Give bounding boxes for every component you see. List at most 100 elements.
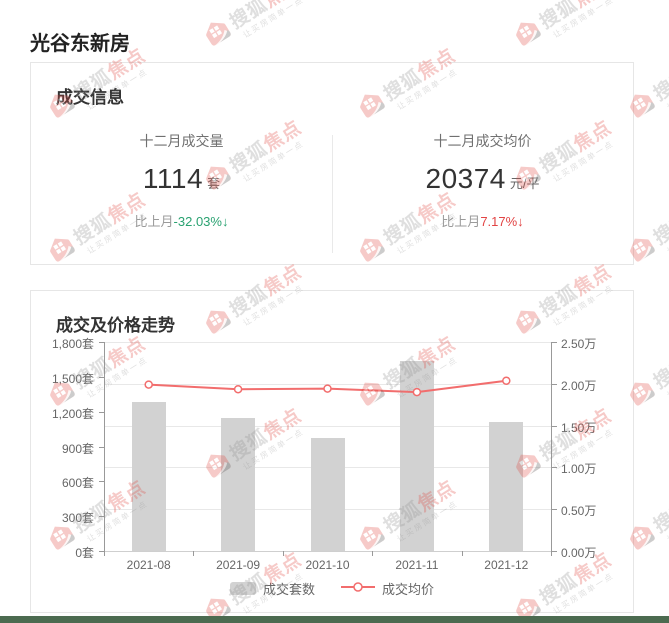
price-point-2021-08	[144, 380, 153, 389]
stat-volume-mom: 比上月-32.03%↓	[31, 211, 332, 230]
footer-bar	[0, 616, 669, 623]
stat-volume-mom-prefix: 比上月	[134, 214, 174, 229]
y-axis-right-tick	[552, 342, 557, 343]
y-axis-left-tick-label: 1,800套	[51, 337, 94, 351]
stat-volume-unit: 套	[207, 176, 221, 191]
stat-volume-value-row: 1114 套	[31, 163, 332, 195]
y-axis-right-tick	[552, 551, 557, 552]
chart-legend: 成交套数 成交均价	[31, 579, 633, 598]
legend-item-line: 成交均价	[341, 579, 434, 598]
x-axis-tick	[282, 551, 284, 556]
sohu-focus-logo-icon	[205, 22, 231, 46]
trend-card: 成交及价格走势 0套 300套 600套 900套 1,200套 1,500套 1,800套…	[30, 290, 634, 613]
deal-card-title: 成交信息	[56, 88, 124, 107]
legend-line-swatch-icon	[341, 581, 375, 596]
watermark-brand-gray: 搜狐	[650, 354, 669, 394]
deal-info-card: 成交信息 十二月成交量 1114 套 比上月-32.03%↓ 十二月成交均价 20…	[30, 62, 634, 265]
y-axis-right-tick-label: 0.00万	[561, 546, 597, 560]
price-point-2021-12	[502, 376, 511, 385]
bar-2021-12	[489, 421, 524, 551]
trend-chart: 0套 300套 600套 900套 1,200套 1,500套 1,800套 0.00万 0.5…	[31, 291, 633, 612]
watermark-brand-gray: 搜狐	[226, 0, 272, 34]
watermark-slogan: 让买房简单一点	[551, 0, 616, 40]
x-axis-tick	[372, 551, 374, 556]
y-axis-left-tick	[99, 551, 104, 552]
y-axis-left-tick-label: 300套	[61, 511, 94, 526]
y-axis-left-tick	[99, 481, 104, 483]
price-point-2021-10	[323, 384, 332, 393]
y-axis-left-tick-label: 1,500套	[51, 371, 94, 386]
y-axis-left-tick	[99, 446, 104, 448]
price-point-2021-09	[233, 384, 243, 394]
watermark-slogan: 让买房简单一点	[665, 210, 669, 256]
watermark-slogan: 让买房简单一点	[241, 0, 306, 40]
y-axis-left-tick-label: 600套	[61, 476, 94, 491]
x-axis-tick	[104, 551, 105, 556]
x-axis-tick	[193, 551, 195, 556]
x-axis-line	[104, 551, 551, 552]
stat-volume-value: 1114	[142, 163, 204, 194]
watermark-brand-gray: 搜狐	[650, 66, 669, 106]
stat-price-label: 十二月成交均价	[433, 133, 532, 149]
y-axis-right-tick	[552, 383, 557, 385]
price-line	[144, 376, 511, 397]
page-title: 光谷东新房	[30, 33, 130, 56]
watermark: 搜狐焦点 让买房简单一点	[198, 0, 353, 59]
y-axis-right-tick-label: 0.50万	[561, 504, 597, 519]
y-axis-left-tick-label: 0套	[75, 546, 94, 560]
deal-stats: 十二月成交量 1114 套 比上月-32.03%↓ 十二月成交均价 20374 元/…	[31, 131, 633, 230]
stat-volume: 十二月成交量 1114 套 比上月-32.03%↓	[31, 131, 332, 230]
stat-price-unit: 元/平	[509, 176, 540, 191]
watermark-brand-gray: 搜狐	[650, 498, 669, 538]
legend-item-bar: 成交套数	[229, 579, 315, 598]
y-axis-right-tick	[552, 467, 557, 469]
sohu-focus-logo-icon	[515, 22, 541, 46]
stat-price-mom-value: 7.17%↓	[480, 214, 524, 229]
bar-2021-09	[221, 417, 256, 551]
y-axis-left-tick-label: 1,200套	[51, 406, 94, 421]
watermark-slogan: 让买房简单一点	[665, 66, 669, 112]
y-axis-left-line	[104, 342, 105, 551]
watermark-brand-red: 焦点	[570, 0, 615, 12]
y-axis-left-tick	[99, 376, 104, 378]
stat-price: 十二月成交均价 20374 元/平 比上月7.17%↓	[332, 131, 633, 230]
y-axis-right-tick-label: 2.50万	[561, 337, 597, 351]
stat-volume-mom-value: -32.03%↓	[173, 214, 229, 229]
y-axis-left-tick	[99, 411, 104, 413]
watermark-brand-red: 焦点	[260, 0, 305, 12]
x-axis-tick-label: 2021-08	[126, 558, 171, 572]
trend-card-title: 成交及价格走势	[56, 316, 175, 335]
stat-price-value-row: 20374 元/平	[332, 163, 633, 195]
stats-divider	[332, 135, 333, 253]
gridline	[104, 425, 551, 427]
stat-price-mom-prefix: 比上月	[441, 214, 481, 229]
gridline	[104, 342, 551, 343]
y-axis-right-tick	[552, 509, 557, 511]
bar-2021-10	[310, 438, 345, 551]
x-axis-tick-label: 2021-09	[216, 558, 261, 572]
price-point-2021-11	[412, 387, 422, 397]
watermark-row: 搜狐焦点	[508, 0, 658, 50]
y-axis-right-tick-label: 2.00万	[561, 378, 597, 393]
stat-volume-label: 十二月成交量	[139, 133, 224, 149]
y-axis-right-line	[551, 342, 552, 551]
stat-price-mom: 比上月7.17%↓	[332, 211, 633, 230]
watermark-brand-gray: 搜狐	[536, 0, 582, 34]
watermark-slogan: 让买房简单一点	[665, 498, 669, 544]
legend-label: 成交均价	[382, 582, 435, 597]
x-axis-tick-label: 2021-11	[395, 558, 439, 572]
y-axis-right-tick-label: 1.50万	[561, 420, 597, 435]
bar-2021-08	[131, 402, 166, 551]
legend-label: 成交套数	[262, 582, 315, 597]
y-axis-right-tick-label: 1.00万	[561, 462, 597, 477]
x-axis-tick-label: 2021-12	[484, 558, 529, 572]
stat-price-value: 20374	[425, 163, 506, 194]
x-axis-tick-label: 2021-10	[305, 558, 350, 572]
y-axis-left-tick-label: 900套	[61, 441, 94, 456]
watermark-slogan: 让买房简单一点	[665, 354, 669, 400]
watermark: 搜狐焦点 让买房简单一点	[508, 0, 663, 59]
x-axis-tick	[461, 551, 463, 556]
watermark-brand-gray: 搜狐	[650, 210, 669, 250]
watermark-row: 搜狐焦点	[198, 0, 348, 50]
